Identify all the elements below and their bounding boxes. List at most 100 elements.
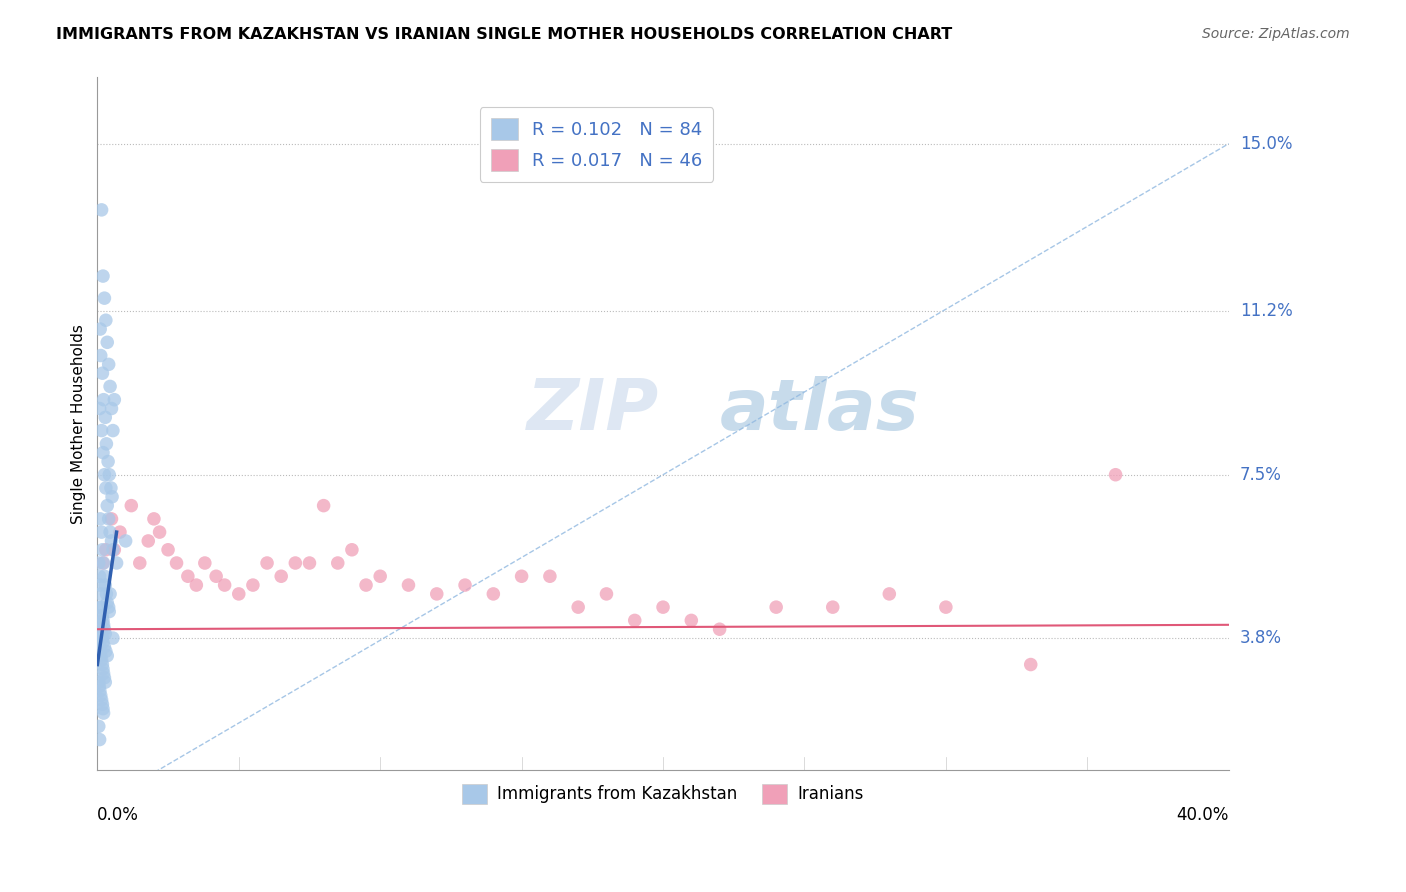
Point	[90, 424, 112, 438]
Point	[93, 291, 115, 305]
Point	[90, 600, 112, 615]
Point	[90, 653, 112, 667]
Point	[142, 512, 165, 526]
Text: 3.8%: 3.8%	[1240, 629, 1282, 647]
Point	[87, 719, 110, 733]
Point	[681, 614, 703, 628]
Point	[623, 614, 645, 628]
Point	[91, 556, 114, 570]
Point	[87, 556, 110, 570]
Text: IMMIGRANTS FROM KAZAKHSTAN VS IRANIAN SINGLE MOTHER HOUSEHOLDS CORRELATION CHART: IMMIGRANTS FROM KAZAKHSTAN VS IRANIAN SI…	[56, 27, 952, 42]
Point	[93, 706, 115, 720]
Point	[90, 689, 112, 703]
Point	[90, 622, 112, 636]
Point	[89, 680, 111, 694]
Point	[93, 617, 115, 632]
Point	[89, 644, 111, 658]
Point	[186, 578, 208, 592]
Text: atlas: atlas	[720, 376, 920, 444]
Point	[89, 617, 111, 632]
Point	[368, 569, 391, 583]
Point	[89, 578, 111, 592]
Point	[100, 401, 122, 416]
Point	[148, 525, 170, 540]
Point	[89, 322, 111, 336]
Point	[91, 366, 114, 380]
Point	[91, 631, 114, 645]
Point	[765, 600, 787, 615]
Point	[89, 640, 111, 654]
Point	[1104, 467, 1126, 482]
Point	[103, 542, 125, 557]
Point	[96, 596, 118, 610]
Text: 15.0%: 15.0%	[1240, 135, 1292, 153]
Point	[93, 640, 115, 654]
Point	[284, 556, 307, 570]
Point	[91, 635, 114, 649]
Point	[821, 600, 844, 615]
Text: Source: ZipAtlas.com: Source: ZipAtlas.com	[1202, 27, 1350, 41]
Point	[97, 357, 120, 371]
Point	[89, 609, 111, 624]
Y-axis label: Single Mother Households: Single Mother Households	[72, 324, 86, 524]
Point	[90, 349, 112, 363]
Point	[326, 556, 349, 570]
Point	[94, 644, 117, 658]
Point	[214, 578, 236, 592]
Point	[228, 587, 250, 601]
Point	[93, 622, 115, 636]
Point	[1019, 657, 1042, 672]
Text: 40.0%: 40.0%	[1177, 805, 1229, 824]
Point	[91, 269, 114, 284]
Point	[89, 401, 111, 416]
Point	[93, 556, 115, 570]
Point	[94, 578, 117, 592]
Point	[100, 481, 122, 495]
Point	[89, 512, 111, 526]
Point	[98, 467, 121, 482]
Point	[89, 569, 111, 583]
Point	[90, 525, 112, 540]
Point	[96, 335, 118, 350]
Point	[91, 609, 114, 624]
Point	[91, 445, 114, 459]
Point	[98, 587, 121, 601]
Point	[93, 569, 115, 583]
Point	[91, 701, 114, 715]
Point	[96, 648, 118, 663]
Point	[97, 512, 120, 526]
Point	[90, 693, 112, 707]
Point	[91, 614, 114, 628]
Point	[205, 569, 228, 583]
Point	[93, 392, 115, 407]
Point	[94, 542, 117, 557]
Legend: Immigrants from Kazakhstan, Iranians: Immigrants from Kazakhstan, Iranians	[456, 777, 870, 811]
Point	[114, 533, 136, 548]
Point	[89, 732, 111, 747]
Point	[87, 675, 110, 690]
Point	[298, 556, 321, 570]
Point	[96, 437, 118, 451]
Point	[128, 556, 150, 570]
Point	[93, 666, 115, 681]
Point	[567, 600, 589, 615]
Point	[120, 499, 142, 513]
Point	[426, 587, 449, 601]
Point	[91, 542, 114, 557]
Point	[482, 587, 505, 601]
Point	[101, 631, 124, 645]
Point	[98, 605, 121, 619]
Point	[157, 542, 180, 557]
Point	[94, 313, 117, 327]
Text: 0.0%: 0.0%	[97, 805, 139, 824]
Point	[90, 648, 112, 663]
Point	[93, 671, 115, 685]
Point	[93, 467, 115, 482]
Point	[101, 490, 124, 504]
Point	[270, 569, 292, 583]
Point	[101, 424, 124, 438]
Point	[94, 410, 117, 425]
Point	[96, 587, 118, 601]
Text: 11.2%: 11.2%	[1240, 302, 1292, 320]
Point	[595, 587, 617, 601]
